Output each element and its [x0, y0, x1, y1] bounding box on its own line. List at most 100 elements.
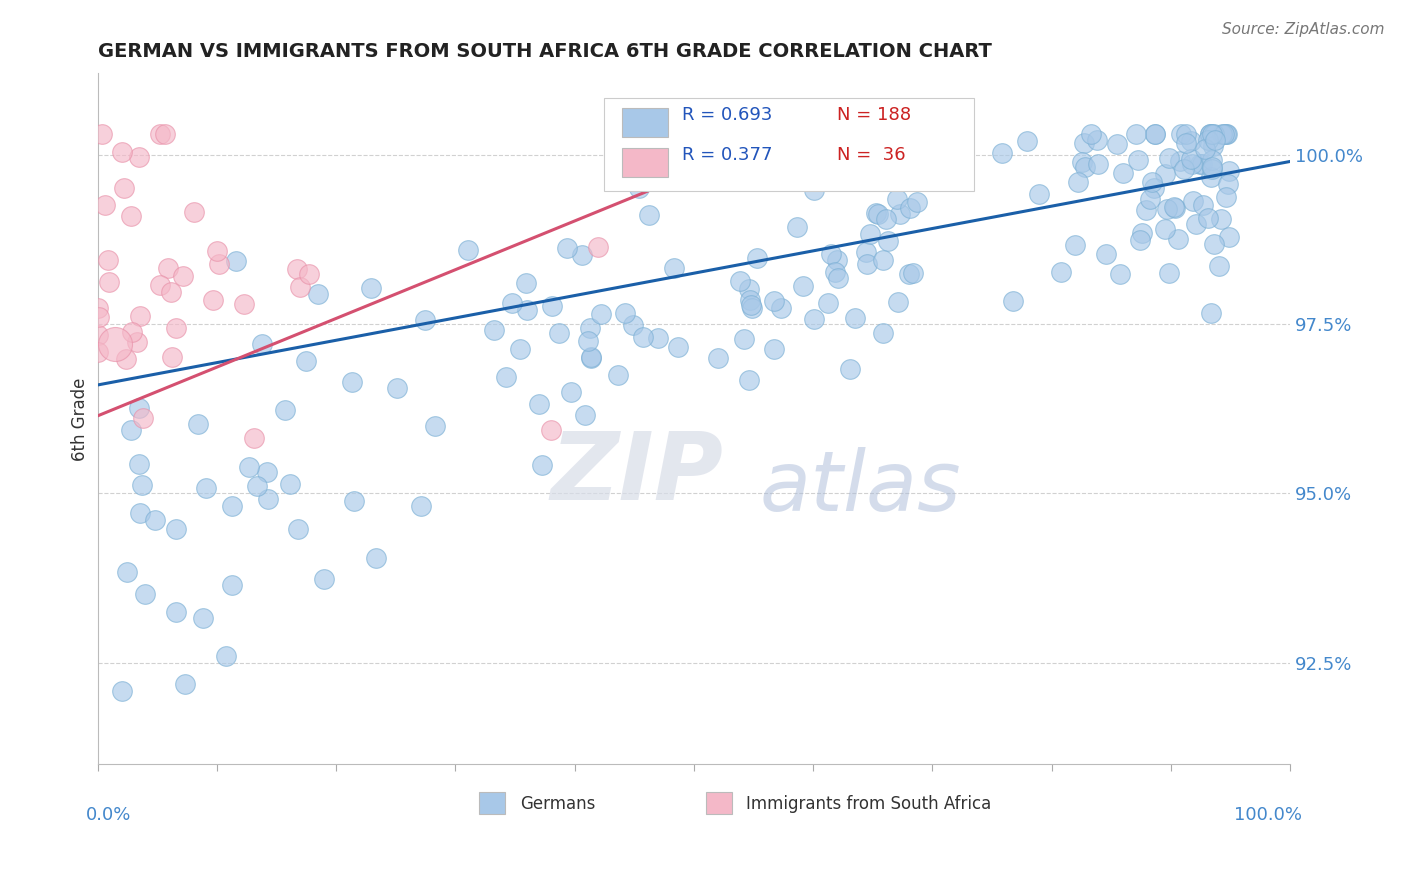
Point [738, 373, 761, 387]
Point [115, 351, 138, 366]
Point [273, 402, 295, 417]
Point [86, 301, 108, 315]
Point [195, 481, 218, 495]
Point [165, 522, 187, 536]
Point [385, 381, 408, 395]
Point [1128, 153, 1150, 167]
Point [156, 260, 179, 275]
Point [1184, 217, 1206, 231]
Text: N =  36: N = 36 [837, 146, 905, 164]
Point [1201, 162, 1223, 177]
Point [1208, 259, 1230, 273]
Point [1175, 128, 1198, 142]
Point [1201, 128, 1223, 142]
Point [191, 611, 214, 625]
Point [125, 334, 148, 349]
Point [243, 431, 266, 445]
Point [172, 268, 194, 283]
Point [1109, 267, 1132, 281]
Point [666, 340, 689, 354]
FancyBboxPatch shape [706, 792, 733, 814]
Point [728, 274, 751, 288]
Point [97, 252, 120, 267]
Text: Source: ZipAtlas.com: Source: ZipAtlas.com [1222, 22, 1385, 37]
Point [111, 683, 134, 698]
Point [252, 337, 274, 351]
Point [1050, 265, 1073, 279]
Point [571, 248, 593, 262]
Point [903, 266, 925, 280]
Point [165, 321, 187, 335]
Point [1197, 132, 1219, 146]
Point [740, 298, 762, 312]
Point [607, 368, 630, 383]
Point [1159, 152, 1181, 166]
Point [866, 149, 889, 163]
Point [855, 257, 877, 271]
Point [803, 183, 825, 197]
Point [1180, 134, 1202, 148]
Point [631, 330, 654, 344]
Point [1201, 160, 1223, 174]
Point [149, 278, 172, 293]
Point [1163, 200, 1185, 214]
Point [1144, 128, 1167, 142]
Point [221, 577, 243, 591]
Point [1087, 133, 1109, 147]
Point [627, 180, 650, 194]
Point [579, 350, 602, 364]
Point [1201, 153, 1223, 167]
Point [287, 522, 309, 536]
Point [91, 128, 114, 142]
Point [120, 209, 142, 223]
Point [1199, 306, 1222, 320]
Point [515, 277, 537, 291]
Point [87, 344, 110, 359]
Point [738, 293, 761, 307]
Point [738, 281, 761, 295]
Point [1194, 143, 1216, 157]
Point [1202, 139, 1225, 153]
Point [613, 306, 636, 320]
Point [285, 261, 308, 276]
Point [872, 326, 894, 340]
Point [256, 465, 278, 479]
Point [1156, 202, 1178, 216]
Point [1199, 128, 1222, 142]
Point [1199, 169, 1222, 184]
Point [887, 294, 910, 309]
Point [780, 128, 803, 142]
Point [128, 401, 150, 415]
Point [165, 605, 187, 619]
Point [360, 280, 382, 294]
Point [1067, 175, 1090, 189]
Point [817, 295, 839, 310]
Point [1129, 233, 1152, 247]
Point [129, 506, 152, 520]
FancyBboxPatch shape [479, 792, 505, 814]
Point [1180, 152, 1202, 166]
Point [104, 337, 127, 351]
FancyBboxPatch shape [623, 108, 668, 137]
Point [1212, 128, 1234, 142]
Point [1173, 162, 1195, 177]
Point [208, 257, 231, 271]
Point [134, 586, 156, 600]
Point [859, 227, 882, 241]
Point [855, 244, 877, 259]
Point [160, 285, 183, 299]
Point [1125, 128, 1147, 142]
Point [1080, 128, 1102, 142]
Point [221, 500, 243, 514]
Point [579, 351, 602, 366]
Point [121, 325, 143, 339]
Point [1135, 203, 1157, 218]
Point [638, 208, 661, 222]
Point [1154, 222, 1177, 236]
Point [501, 296, 523, 310]
Point [1144, 128, 1167, 142]
Point [128, 150, 150, 164]
Point [741, 301, 763, 315]
Point [1189, 156, 1212, 170]
Text: atlas: atlas [759, 448, 962, 528]
